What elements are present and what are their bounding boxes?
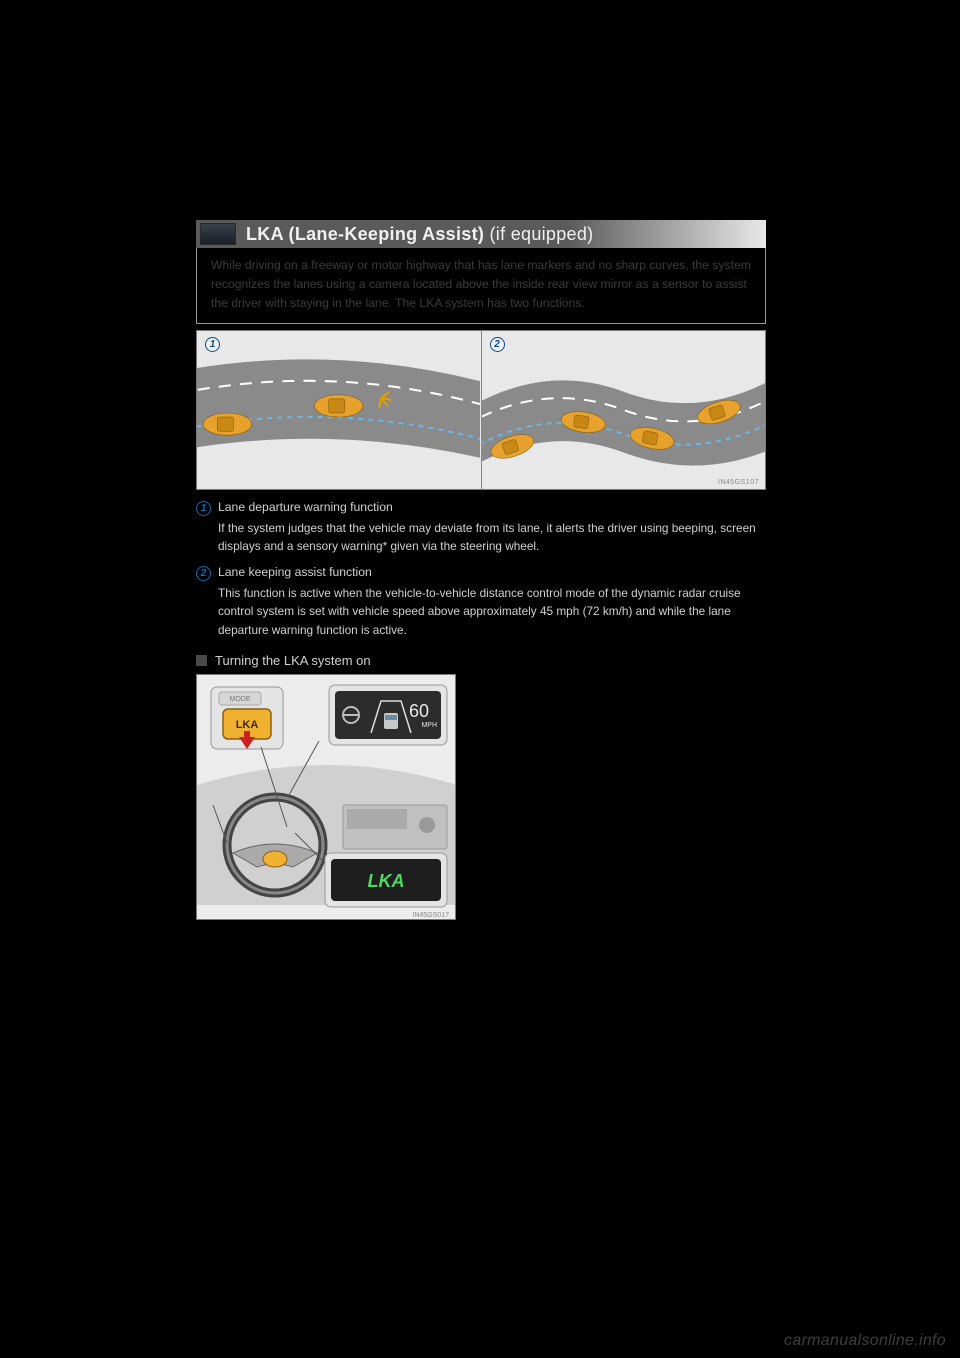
diagram-panel-2: 2 [481,331,766,489]
title-decor-square [200,223,236,245]
dashboard-figure: MODE LKA 60 MPH [196,674,456,920]
manual-page: LKA (Lane-Keeping Assist) (if equipped) … [196,220,766,920]
lka-button-label: LKA [236,719,259,731]
panel-number-1: 1 [205,337,220,352]
section-title: LKA (Lane-Keeping Assist) (if equipped) [246,224,593,245]
watermark-text: carmanualsonline.info [784,1332,946,1350]
bullet-desc-1: If the system judges that the vehicle ma… [218,519,766,556]
list-item: 1 Lane departure warning function If the… [196,498,766,555]
function-list: 1 Lane departure warning function If the… [196,498,766,639]
intro-paragraph: While driving on a freeway or motor high… [196,248,766,324]
figure-1-id: IN45GS107 [718,479,759,486]
panel-number-2: 2 [490,337,505,352]
speed-value: 60 [409,701,429,721]
subsection-heading: Turning the LKA system on [196,653,766,668]
list-item: 2 Lane keeping assist function This func… [196,563,766,639]
bullet-number-1: 1 [196,498,218,555]
title-suffix: (if equipped) [490,224,594,244]
diagram-panel-1: 1 [197,331,481,489]
bullet-desc-2: This function is active when the vehicle… [218,584,766,639]
speed-unit: MPH [421,722,437,729]
bullet-title-2: Lane keeping assist function [218,563,766,582]
bullet-title-1: Lane departure warning function [218,498,766,517]
lka-indicator: LKA [368,871,405,891]
road-svg-1 [197,331,480,489]
lane-diagram-figure: 1 2 IN45GS107 [196,330,766,490]
figure-1-container: 1 2 IN45GS107 [196,330,766,490]
title-main: LKA (Lane-Keeping Assist) [246,224,484,244]
bullet-number-2: 2 [196,563,218,639]
dashboard-svg: MODE LKA 60 MPH [197,675,456,920]
subsection-title: Turning the LKA system on [215,653,371,668]
figure-2-id: IN45GS017 [412,912,449,919]
heading-bullet-square [196,655,207,666]
road-svg-2 [482,331,765,489]
mode-label: MODE [230,696,251,703]
section-title-bar: LKA (Lane-Keeping Assist) (if equipped) [196,220,766,248]
bullet-body-1: Lane departure warning function If the s… [218,498,766,555]
bullet-body-2: Lane keeping assist function This functi… [218,563,766,639]
